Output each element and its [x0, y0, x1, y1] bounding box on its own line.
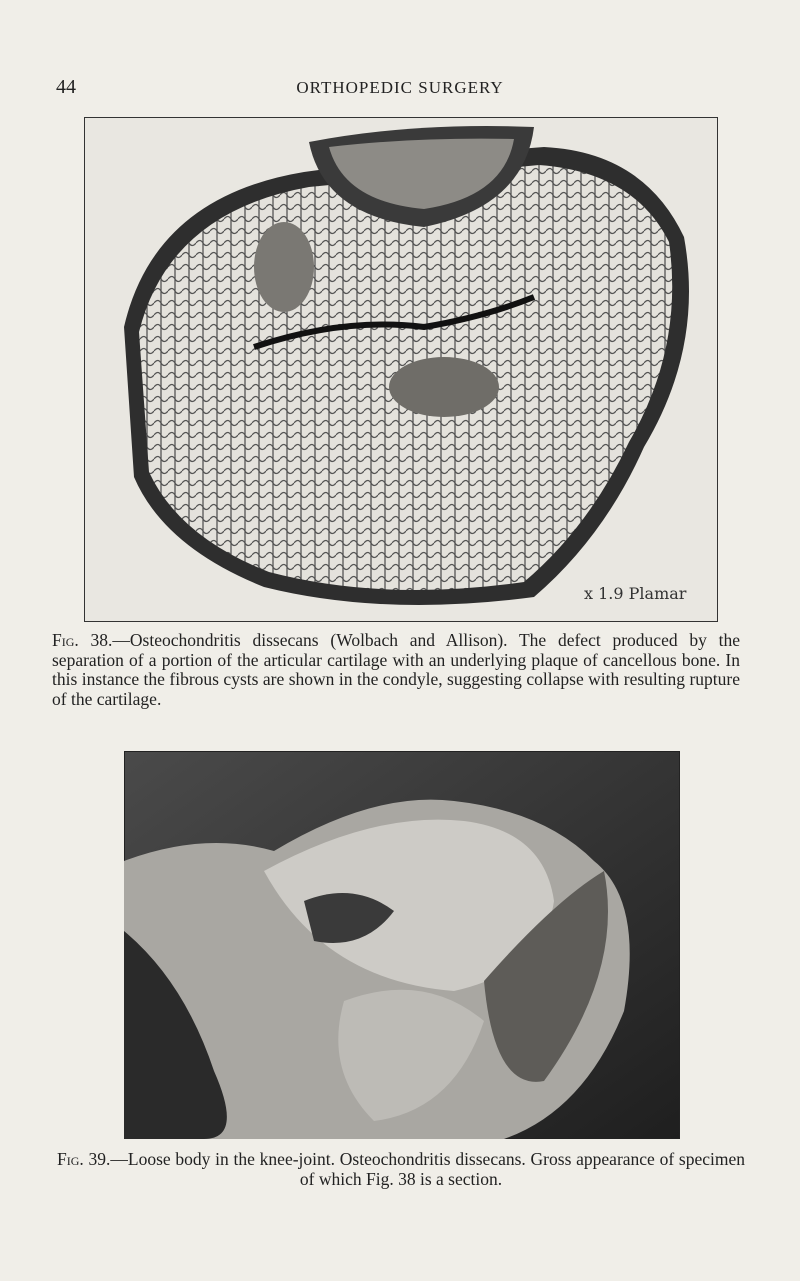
running-title: ORTHOPEDIC SURGERY: [296, 78, 504, 97]
figure-39-caption: Fig. 39.—Loose body in the knee-joint. O…: [57, 1149, 745, 1189]
figure-39-image: [124, 751, 680, 1139]
caption-text: —Osteochondritis dissecans (Wolbach and …: [52, 630, 740, 709]
page-number: 44: [56, 76, 76, 98]
figure-38-caption: Fig. 38.—Osteochondritis dissecans (Wolb…: [52, 630, 740, 709]
svg-text:x 1.9 Plamar: x 1.9 Plamar: [584, 584, 687, 603]
figure-38-image: x 1.9 Plamar: [84, 117, 718, 622]
figure-label: Fig. 39.: [57, 1149, 111, 1169]
figure-label: Fig. 38.: [52, 630, 113, 650]
caption-text: —Loose body in the knee-joint. Osteochon…: [110, 1149, 745, 1189]
